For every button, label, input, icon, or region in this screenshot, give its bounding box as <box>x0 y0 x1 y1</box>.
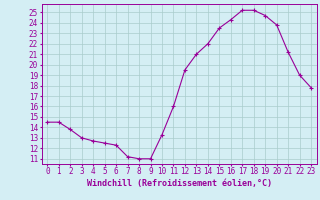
X-axis label: Windchill (Refroidissement éolien,°C): Windchill (Refroidissement éolien,°C) <box>87 179 272 188</box>
